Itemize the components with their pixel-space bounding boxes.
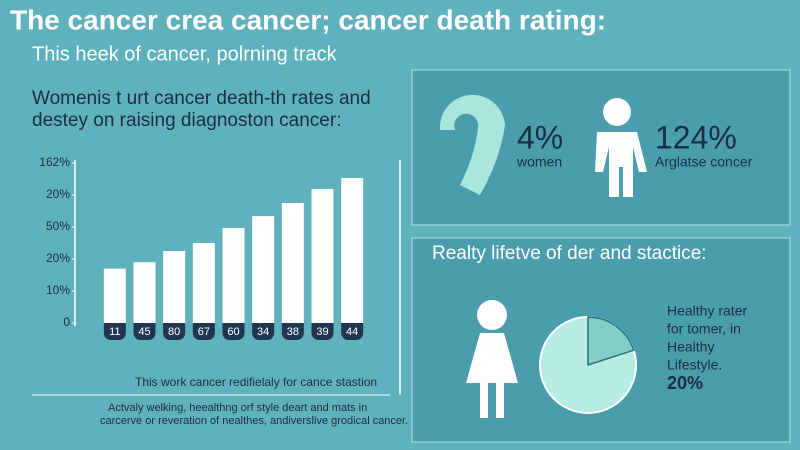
chart-title: destey on raising diagnoston cancer: (32, 110, 341, 131)
category-badge (133, 323, 156, 340)
bar (133, 262, 156, 323)
category-badge (341, 323, 364, 340)
bar (163, 251, 186, 323)
bar (341, 178, 364, 323)
person-icon (595, 98, 647, 197)
pie-label: 20% (667, 373, 703, 393)
y-tick-label: 10% (46, 283, 70, 297)
x-tick-label: 11 (109, 326, 120, 338)
panel-text: for tomer, in (667, 321, 741, 337)
pie-slice (587, 316, 635, 367)
x-tick-label: 80 (168, 326, 180, 338)
bar (192, 243, 215, 323)
y-tick-label: 162% (39, 155, 70, 169)
category-badge (311, 323, 334, 340)
bar (252, 216, 275, 323)
title: The cancer crea cancer; cancer death rat… (10, 4, 606, 35)
panel-title: Realty lifetve of der and stactice: (432, 243, 707, 264)
panel-text: Lifestyle. (667, 357, 722, 373)
bar (281, 203, 304, 323)
x-tick-label: 34 (257, 326, 269, 338)
category-badge (222, 323, 245, 340)
y-tick-label: 50% (46, 219, 70, 233)
category-badge (192, 323, 215, 340)
ribbon-icon (439, 94, 505, 195)
note-line: carcerve or reveration of nealthes, andi… (100, 415, 408, 427)
panel-text: Healthy rater (667, 303, 747, 319)
bar (311, 188, 334, 323)
subtitle: This heek of cancer, polrning track (32, 43, 338, 65)
x-tick-label: 39 (316, 326, 328, 338)
stat-label: Arglatse concer (655, 154, 753, 170)
category-badge (252, 323, 275, 340)
chart-title: Womenis t urt cancer death-th rates and (32, 88, 371, 109)
x-tick-label: 67 (198, 326, 210, 338)
panel-text: Healthy (667, 339, 714, 355)
category-badge (281, 323, 304, 340)
category-badge (103, 323, 126, 340)
x-tick-label: 45 (138, 326, 150, 338)
y-tick-label: 20% (46, 251, 70, 265)
bar (222, 227, 245, 323)
y-tick-label: 20% (46, 187, 70, 201)
woman-icon (466, 300, 518, 418)
y-tick-label: 0 (63, 315, 70, 329)
x-tick-label: 38 (287, 326, 299, 338)
stat-label: women (516, 154, 562, 170)
bar (103, 268, 126, 323)
stat-value: 124% (655, 119, 737, 155)
x-tick-label: 44 (346, 326, 358, 338)
note-line: Actvaly welking, heealthng orf style dea… (108, 402, 367, 414)
stat-value: 4% (517, 119, 563, 155)
category-badge (163, 323, 186, 340)
x-tick-label: 60 (227, 326, 239, 338)
caption: This work cancer redifielaly for cance s… (135, 375, 377, 389)
